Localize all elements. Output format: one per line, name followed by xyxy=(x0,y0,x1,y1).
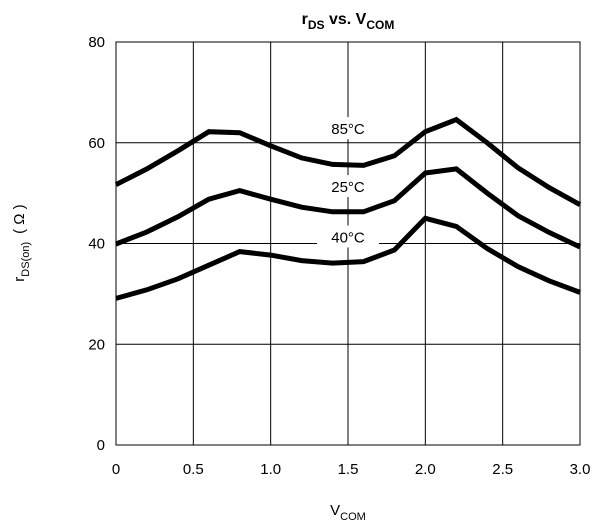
series-line-0 xyxy=(114,116,582,207)
x-tick-label: 1.5 xyxy=(338,461,359,478)
x-tick-label: 1.0 xyxy=(260,461,281,478)
curve-label-0: 85°C xyxy=(331,121,365,138)
y-tick-label: 40 xyxy=(88,236,105,253)
x-tick-label: 2.0 xyxy=(415,461,436,478)
curve-label-bg xyxy=(317,117,379,140)
plot-frame xyxy=(115,41,581,446)
y-tick-label: 60 xyxy=(88,135,105,152)
y-tick-label: 0 xyxy=(97,437,105,454)
curve-labels: 85°C 25°C 40°C xyxy=(317,117,379,248)
y-tick-label: 80 xyxy=(88,34,105,51)
series-line-2 xyxy=(115,215,581,301)
curve-label-2: 40°C xyxy=(331,229,365,246)
curve-label-1: 25°C xyxy=(331,179,365,196)
curve-label-bg xyxy=(317,175,379,198)
series-line-1 xyxy=(115,166,582,250)
x-tick-label: 0 xyxy=(112,461,120,478)
x-axis-label: VCOM xyxy=(330,502,366,523)
x-tick-label: 2.5 xyxy=(492,461,513,478)
x-tick-label: 0.5 xyxy=(183,461,204,478)
y-tick-label: 20 xyxy=(88,336,105,353)
x-tick-label: 3.0 xyxy=(570,461,591,478)
chart-title: rDS vs. VCOM xyxy=(302,11,395,32)
series-layer xyxy=(114,116,582,301)
y-axis-label: rDS(on)( Ω ) xyxy=(11,204,32,281)
curve-label-bg xyxy=(317,225,379,248)
tick-labels: 0 0.5 1.0 1.5 2.0 2.5 3.0 0 20 40 60 80 xyxy=(88,34,590,478)
